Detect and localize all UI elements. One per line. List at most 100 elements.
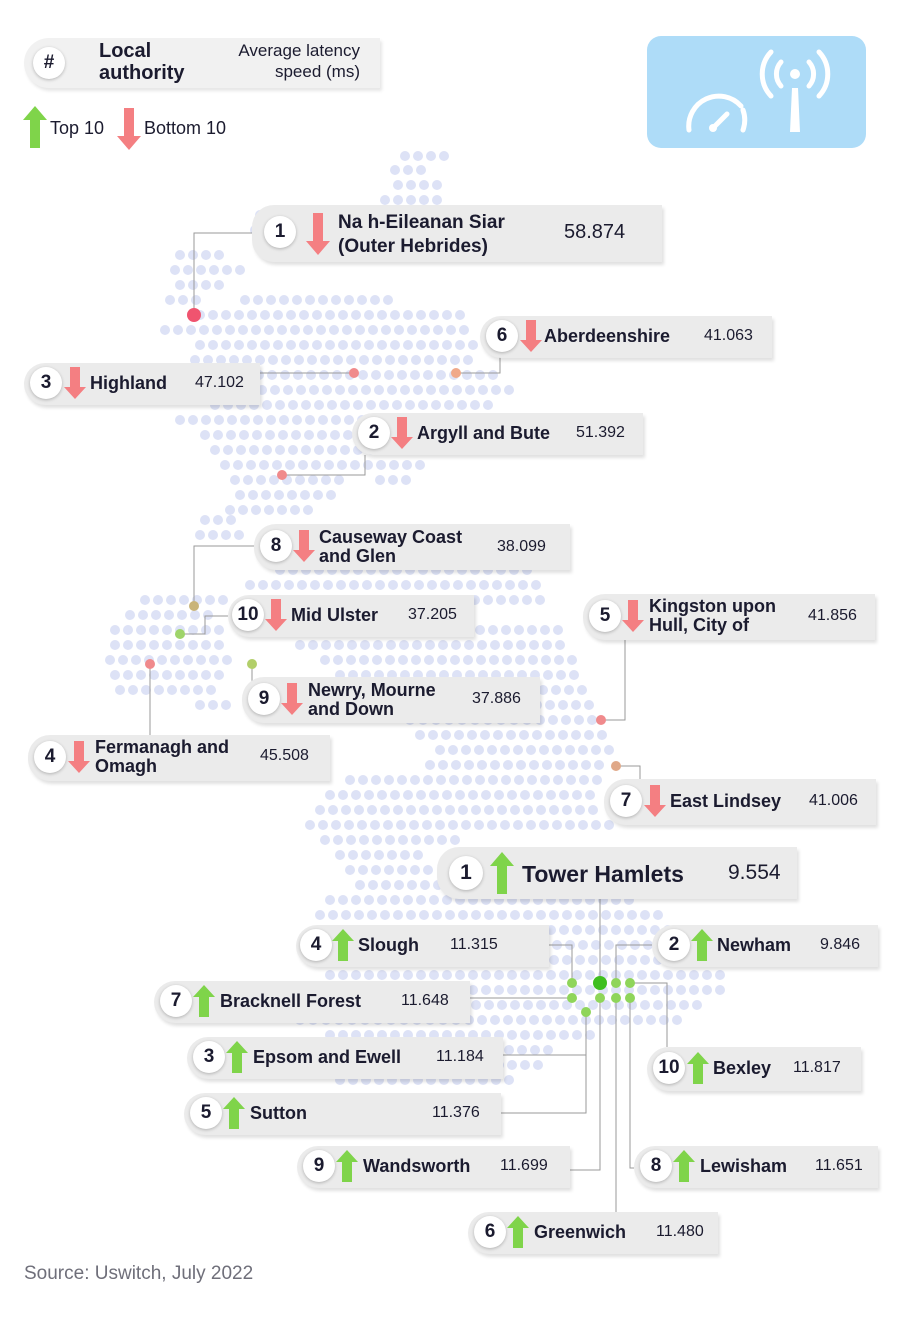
map-dot xyxy=(340,400,350,410)
map-dot xyxy=(255,355,265,365)
map-dot xyxy=(221,310,231,320)
legend-header: # Local authority Average latency speed … xyxy=(24,38,380,88)
map-dot xyxy=(230,475,240,485)
map-dot xyxy=(321,475,331,485)
map-dot xyxy=(214,415,224,425)
latency-tower-icon xyxy=(647,36,866,148)
map-dot xyxy=(331,295,341,305)
map-dot xyxy=(338,895,348,905)
legend-latency-label: Average latency xyxy=(238,41,360,60)
map-dot xyxy=(225,505,235,515)
map-dot xyxy=(533,1060,543,1070)
map-dot xyxy=(549,955,559,965)
location-marker xyxy=(187,308,201,322)
map-dot xyxy=(355,880,365,890)
map-dot xyxy=(468,970,478,980)
map-dot xyxy=(354,805,364,815)
map-dot xyxy=(110,625,120,635)
card-causeway-coast: 8 Causeway Coast and Glen 38.099 xyxy=(254,524,570,570)
map-dot xyxy=(440,580,450,590)
map-dot xyxy=(105,655,115,665)
map-dot xyxy=(633,1015,643,1025)
map-dot xyxy=(416,165,426,175)
map-dot xyxy=(564,685,574,695)
map-dot xyxy=(520,1030,530,1040)
map-dot xyxy=(507,1030,517,1040)
map-dot xyxy=(390,165,400,175)
map-dot xyxy=(258,580,268,590)
map-dot xyxy=(377,895,387,905)
arrow-up-icon xyxy=(507,1216,529,1248)
map-dot xyxy=(213,430,223,440)
map-dot xyxy=(533,790,543,800)
legend-unit-label: speed (ms) xyxy=(274,62,360,81)
map-dot xyxy=(450,835,460,845)
authority-name: Epsom and Ewell xyxy=(253,1047,402,1067)
map-dot xyxy=(347,640,357,650)
rank-badge: 2 xyxy=(658,929,690,961)
map-dot xyxy=(396,820,406,830)
arrow-down-icon xyxy=(520,320,542,352)
latency-value: 38.099 xyxy=(497,538,546,555)
map-dot xyxy=(361,850,371,860)
map-dot xyxy=(123,670,133,680)
map-dot xyxy=(689,985,699,995)
map-dot xyxy=(689,970,699,980)
map-dot xyxy=(291,430,301,440)
map-dot xyxy=(248,490,258,500)
map-dot xyxy=(464,640,474,650)
map-dot xyxy=(162,640,172,650)
map-dot xyxy=(196,265,206,275)
latency-value: 41.006 xyxy=(809,792,858,809)
map-dot xyxy=(442,340,452,350)
map-dot xyxy=(203,355,213,365)
map-dot xyxy=(267,370,277,380)
map-dot xyxy=(377,790,387,800)
map-dot xyxy=(390,340,400,350)
map-dot xyxy=(245,580,255,590)
map-dot xyxy=(423,775,433,785)
map-dot xyxy=(115,685,125,695)
map-dot xyxy=(149,640,159,650)
map-dot xyxy=(419,910,429,920)
map-dot xyxy=(503,760,513,770)
map-dot xyxy=(584,700,594,710)
map-dot xyxy=(333,355,343,365)
map-dot xyxy=(149,625,159,635)
map-dot xyxy=(497,1000,507,1010)
map-dot xyxy=(388,580,398,590)
map-dot xyxy=(532,730,542,740)
map-dot xyxy=(637,970,647,980)
map-dot xyxy=(238,505,248,515)
map-dot xyxy=(385,355,395,365)
map-dot xyxy=(411,355,421,365)
map-dot xyxy=(494,985,504,995)
map-dot xyxy=(518,580,528,590)
map-dot xyxy=(432,180,442,190)
map-dot xyxy=(500,745,510,755)
map-dot xyxy=(337,460,347,470)
map-dot xyxy=(420,880,430,890)
map-dot xyxy=(371,370,381,380)
map-dot xyxy=(290,505,300,515)
map-dot xyxy=(565,745,575,755)
map-dot xyxy=(546,1030,556,1040)
map-dot xyxy=(383,295,393,305)
map-dot xyxy=(510,910,520,920)
map-dot xyxy=(468,790,478,800)
map-dot xyxy=(183,265,193,275)
arrow-up-icon xyxy=(691,929,713,961)
map-dot xyxy=(278,430,288,440)
leader-line xyxy=(282,455,366,476)
map-dot xyxy=(279,295,289,305)
map-dot xyxy=(366,400,376,410)
card-east-lindsey: 7 East Lindsey 41.006 xyxy=(604,779,876,825)
map-dot xyxy=(650,985,660,995)
map-dot xyxy=(151,610,161,620)
map-dot xyxy=(331,415,341,425)
latency-value: 58.874 xyxy=(564,221,626,243)
map-dot xyxy=(412,640,422,650)
map-dot xyxy=(488,625,498,635)
map-dot xyxy=(234,530,244,540)
map-dot xyxy=(186,325,196,335)
